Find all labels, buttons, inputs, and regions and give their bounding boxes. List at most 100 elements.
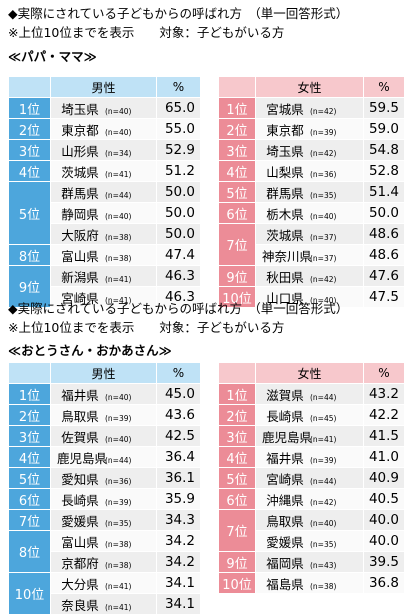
sample-size: (n=40): [105, 127, 132, 137]
table-row: 6位 沖縄県 (n=42) 40.5: [218, 488, 405, 510]
header-gender: 女性: [255, 362, 364, 384]
table-row: 5位 愛知県 (n=36) 36.1: [8, 467, 201, 489]
prefecture-name: 福井県: [266, 450, 304, 466]
sample-size: (n=40): [105, 434, 132, 444]
rank-cell: 4位: [8, 160, 51, 182]
sample-size: (n=34): [105, 148, 132, 158]
prefecture-cell: 福井県 (n=40): [50, 383, 157, 405]
prefecture-cell: 神奈川県(n=37): [255, 244, 364, 266]
prefecture-name: 新潟県: [61, 269, 99, 285]
percent-value: 48.6: [363, 223, 405, 245]
sample-size: (n=35): [105, 518, 132, 528]
prefecture-cell: 静岡県 (n=40): [50, 202, 157, 224]
sample-size: (n=41): [105, 602, 132, 612]
table-row: 3位 鹿児島県(n=41) 41.5: [218, 425, 405, 447]
prefecture-cell: 鳥取県 (n=39): [50, 404, 157, 426]
percent-value: 51.2: [156, 160, 201, 182]
table-row: 10位 大分県 (n=41) 34.1: [8, 572, 201, 615]
rank-cell: 6位: [218, 488, 256, 510]
percent-value: 41.5: [363, 425, 405, 447]
percent-value: 52.9: [156, 139, 201, 161]
sample-size: (n=44): [310, 392, 337, 402]
percent-value: 43.6: [156, 404, 201, 426]
prefecture-cell: 群馬県 (n=35): [255, 181, 364, 203]
rank-cell: 2位: [218, 118, 256, 140]
section2-title: ◆実際にされている子どもからの呼ばれ方 （単一回答形式）: [8, 301, 349, 316]
rank-cell: 3位: [218, 425, 256, 447]
sample-size: (n=42): [310, 148, 337, 158]
prefecture-name: 静岡県: [61, 206, 99, 222]
header-percent: %: [156, 362, 201, 384]
sample-size: (n=45): [310, 413, 337, 423]
prefecture-cell: 宮崎県 (n=44): [255, 467, 364, 489]
prefecture-name: 山形県: [61, 143, 99, 159]
percent-value: 46.3: [156, 286, 201, 308]
percent-value: 34.1: [156, 572, 201, 594]
percent-value: 50.0: [156, 202, 201, 224]
prefecture-name: 群馬県: [266, 185, 304, 201]
prefecture-name: 福岡県: [266, 555, 304, 571]
rank-cell: 10位: [8, 572, 51, 615]
prefecture-cell: 埼玉県 (n=42): [255, 139, 364, 161]
prefecture-name: 福井県: [61, 387, 99, 403]
prefecture-cell: 福井県 (n=39): [255, 446, 364, 468]
prefecture-name: 宮崎県: [61, 290, 99, 306]
percent-value: 47.6: [363, 265, 405, 287]
percent-value: 50.0: [363, 202, 405, 224]
prefecture-name: 東京都: [266, 122, 304, 138]
sample-size: (n=36): [105, 476, 132, 486]
sample-size: (n=41): [105, 274, 132, 284]
percent-value: 36.1: [156, 467, 201, 489]
table-row: 1位 滋賀県 (n=44) 43.2: [218, 383, 405, 405]
prefecture-name: 福島県: [266, 576, 304, 592]
sample-size: (n=40): [105, 211, 132, 221]
prefecture-cell: 群馬県 (n=44): [50, 181, 157, 203]
prefecture-name: 東京都: [61, 122, 99, 138]
rank-cell: 1位: [8, 97, 51, 119]
prefecture-name: 大阪府: [61, 227, 99, 243]
rank-cell: 10位: [218, 572, 256, 594]
table-papa-mama-female: 女性% 1位 宮城県 (n=42) 59.5 2位 東京都 (n=39) 59.0 3位 埼玉県 (n…: [218, 76, 405, 308]
prefecture-name: 愛媛県: [266, 534, 304, 550]
rank-cell: 3位: [218, 139, 256, 161]
rank-cell: 5位: [218, 181, 256, 203]
percent-value: 42.2: [363, 404, 405, 426]
prefecture-name: 鹿児島県: [262, 429, 313, 445]
percent-value: 36.4: [156, 446, 201, 468]
percent-value: 59.5: [363, 97, 405, 119]
table-row: 6位 長崎県 (n=39) 35.9: [8, 488, 201, 510]
table-row: 7位 茨城県 (n=37) 48.6: [218, 223, 405, 266]
prefecture-name: 愛知県: [61, 471, 99, 487]
percent-value: 41.0: [363, 446, 405, 468]
header-gender: 男性: [50, 362, 157, 384]
prefecture-name: 京都府: [61, 555, 99, 571]
table-row: 4位 福井県 (n=39) 41.0: [218, 446, 405, 468]
prefecture-cell: 鳥取県 (n=40): [255, 509, 364, 531]
prefecture-name: 長崎県: [61, 492, 99, 508]
percent-value: 34.2: [156, 530, 201, 552]
prefecture-name: 富山県: [61, 248, 99, 264]
sample-size: (n=41): [105, 581, 132, 591]
sample-size: (n=35): [310, 190, 337, 200]
percent-value: 45.0: [156, 383, 201, 405]
table-otousan-okaasan-male: 男性% 1位 福井県 (n=40) 45.0 2位 鳥取県 (n=39) 43.6 3位 佐賀県 (n…: [8, 362, 201, 615]
rank-cell: 6位: [218, 202, 256, 224]
prefecture-cell: 大分県 (n=41): [50, 572, 157, 594]
table-row: 7位 鳥取県 (n=40) 40.0: [218, 509, 405, 552]
percent-value: 42.5: [156, 425, 201, 447]
rank-cell: 1位: [218, 97, 256, 119]
prefecture-cell: 山口県 (n=40): [255, 286, 364, 308]
prefecture-cell: 宮城県 (n=42): [255, 97, 364, 119]
percent-value: 34.3: [156, 509, 201, 531]
rank-cell: 5位: [8, 181, 51, 245]
sample-size: (n=35): [310, 539, 337, 549]
percent-value: 39.5: [363, 551, 405, 573]
prefecture-cell: 富山県 (n=38): [50, 530, 157, 552]
percent-value: 65.0: [156, 97, 201, 119]
prefecture-cell: 山形県 (n=34): [50, 139, 157, 161]
sample-size: (n=40): [105, 392, 132, 402]
prefecture-cell: 沖縄県 (n=42): [255, 488, 364, 510]
sample-size: (n=41): [310, 434, 337, 444]
prefecture-cell: 奈良県 (n=41): [50, 593, 157, 615]
prefecture-cell: 京都府 (n=38): [50, 551, 157, 573]
